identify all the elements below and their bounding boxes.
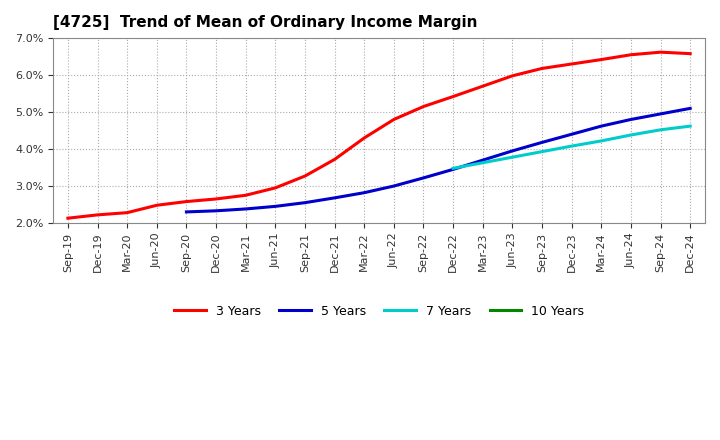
Legend: 3 Years, 5 Years, 7 Years, 10 Years: 3 Years, 5 Years, 7 Years, 10 Years xyxy=(169,300,589,323)
Line: 3 Years: 3 Years xyxy=(68,52,690,218)
7 Years xyxy=(686,124,695,129)
5 Years xyxy=(508,148,517,154)
7 Years xyxy=(597,138,606,143)
Text: [4725]  Trend of Mean of Ordinary Income Margin: [4725] Trend of Mean of Ordinary Income … xyxy=(53,15,477,30)
3 Years xyxy=(123,210,132,215)
5 Years xyxy=(686,106,695,111)
3 Years xyxy=(182,199,191,204)
7 Years xyxy=(626,132,635,138)
Line: 7 Years: 7 Years xyxy=(453,126,690,168)
5 Years xyxy=(330,195,339,201)
3 Years xyxy=(301,173,310,179)
3 Years xyxy=(212,196,220,202)
7 Years xyxy=(508,154,517,160)
7 Years xyxy=(538,149,546,154)
5 Years xyxy=(656,111,665,117)
3 Years xyxy=(508,73,517,78)
3 Years xyxy=(686,51,695,56)
3 Years xyxy=(360,136,369,141)
3 Years xyxy=(241,193,250,198)
3 Years xyxy=(153,202,161,208)
5 Years xyxy=(597,124,606,129)
5 Years xyxy=(567,132,576,137)
3 Years xyxy=(63,216,72,221)
3 Years xyxy=(419,104,428,109)
5 Years xyxy=(626,117,635,122)
3 Years xyxy=(271,185,279,191)
5 Years xyxy=(271,204,279,209)
7 Years xyxy=(567,143,576,149)
5 Years xyxy=(182,209,191,215)
3 Years xyxy=(626,52,635,57)
7 Years xyxy=(479,160,487,165)
5 Years xyxy=(390,183,398,189)
5 Years xyxy=(479,158,487,163)
3 Years xyxy=(330,157,339,162)
3 Years xyxy=(479,84,487,89)
Line: 5 Years: 5 Years xyxy=(186,108,690,212)
5 Years xyxy=(241,206,250,212)
3 Years xyxy=(390,117,398,122)
7 Years xyxy=(449,165,457,171)
3 Years xyxy=(597,57,606,62)
5 Years xyxy=(360,190,369,195)
3 Years xyxy=(567,61,576,66)
7 Years xyxy=(656,127,665,132)
3 Years xyxy=(538,66,546,71)
5 Years xyxy=(449,167,457,172)
5 Years xyxy=(301,200,310,205)
5 Years xyxy=(538,140,546,145)
3 Years xyxy=(93,212,102,217)
5 Years xyxy=(212,208,220,213)
5 Years xyxy=(419,175,428,180)
3 Years xyxy=(656,50,665,55)
3 Years xyxy=(449,94,457,99)
